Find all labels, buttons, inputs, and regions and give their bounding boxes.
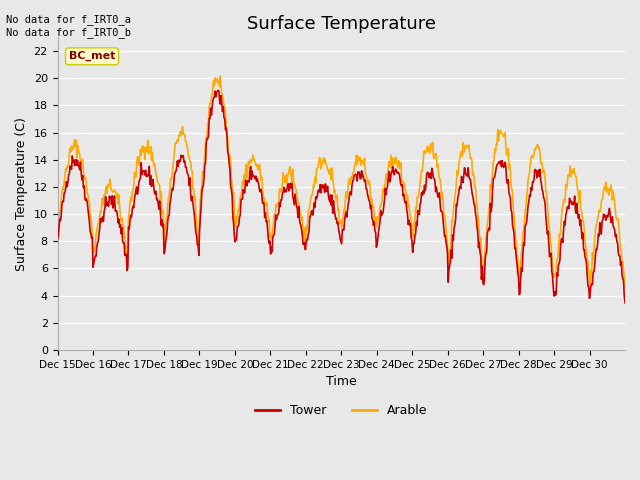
Text: BC_met: BC_met [69, 51, 115, 61]
X-axis label: Time: Time [326, 375, 356, 388]
Title: Surface Temperature: Surface Temperature [247, 15, 436, 33]
Y-axis label: Surface Temperature (C): Surface Temperature (C) [15, 117, 28, 271]
Text: No data for f_IRT0_a
No data for f_IRT0_b: No data for f_IRT0_a No data for f_IRT0_… [6, 14, 131, 38]
Legend: Tower, Arable: Tower, Arable [250, 399, 432, 422]
